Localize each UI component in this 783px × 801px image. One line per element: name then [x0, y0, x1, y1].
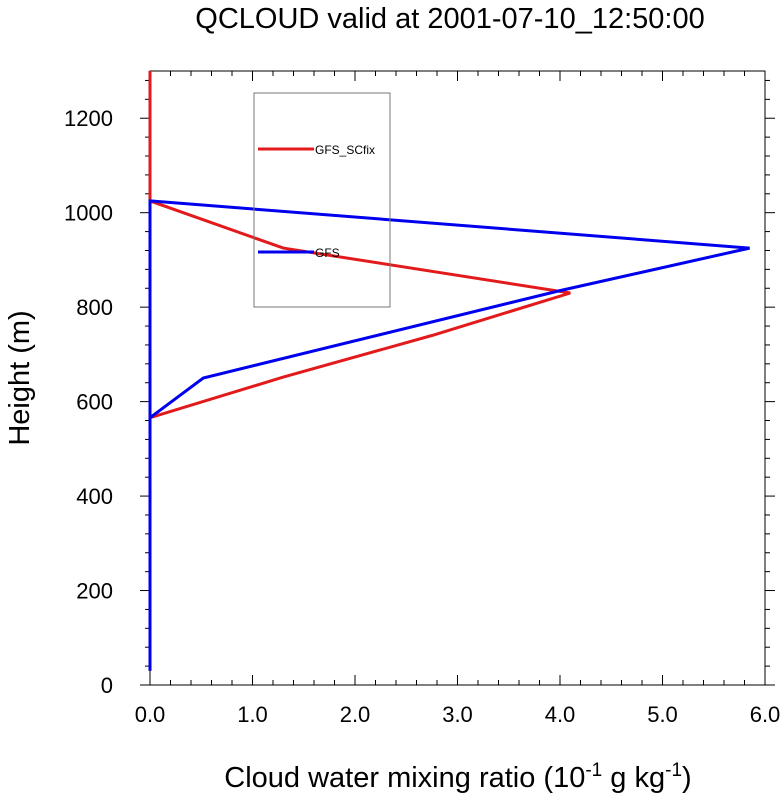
x-axis-unit-exp2: -1	[665, 760, 682, 781]
legend-label-gfs-scfix: GFS_SCfix	[315, 143, 375, 157]
plot-area	[149, 70, 766, 686]
x-tick-labels: 0.0 1.0 2.0 3.0 4.0 5.0 6.0	[135, 702, 781, 727]
x-axis-unit-close: )	[682, 762, 692, 794]
y-tick-label: 400	[76, 484, 113, 509]
legend-label-gfs: GFS	[315, 246, 340, 260]
x-tick-label: 3.0	[442, 702, 473, 727]
y-tick-label: 200	[76, 579, 113, 604]
y-tick-labels: 0 200 400 600 800 1000 1200	[64, 106, 113, 698]
x-axis-label: Cloud water mixing ratio (10-1 g kg-1)	[224, 760, 691, 794]
y-axis-label: Height (m)	[4, 310, 36, 445]
legend-box	[253, 92, 391, 308]
series-line-gfs-scfix	[148, 71, 571, 671]
y-tick-label: 1200	[64, 106, 113, 131]
x-axis-unit-open: (10	[543, 762, 585, 794]
x-tick-label: 2.0	[340, 702, 371, 727]
x-tick-label: 5.0	[647, 702, 678, 727]
x-axis-unit-exp1: -1	[585, 760, 602, 781]
x-axis-label-name: Cloud water mixing ratio	[224, 762, 535, 794]
y-tick-label: 1000	[64, 201, 113, 226]
legend: GFS_SCfix GFS	[253, 92, 391, 308]
series-layer	[148, 71, 750, 671]
x-tick-label: 1.0	[237, 702, 268, 727]
y-tick-label: 800	[76, 295, 113, 320]
x-tick-label: 6.0	[750, 702, 781, 727]
x-tick-label: 0.0	[135, 702, 166, 727]
axis-ticks	[140, 71, 775, 686]
y-tick-label: 600	[76, 390, 113, 415]
series-line-gfs	[148, 199, 750, 671]
y-tick-label: 0	[101, 673, 113, 698]
x-tick-label: 4.0	[545, 702, 576, 727]
chart-title: QCLOUD valid at 2001-07-10_12:50:00	[195, 3, 704, 35]
x-axis-unit-mid: g kg	[602, 762, 665, 794]
plot-frame	[149, 70, 766, 686]
